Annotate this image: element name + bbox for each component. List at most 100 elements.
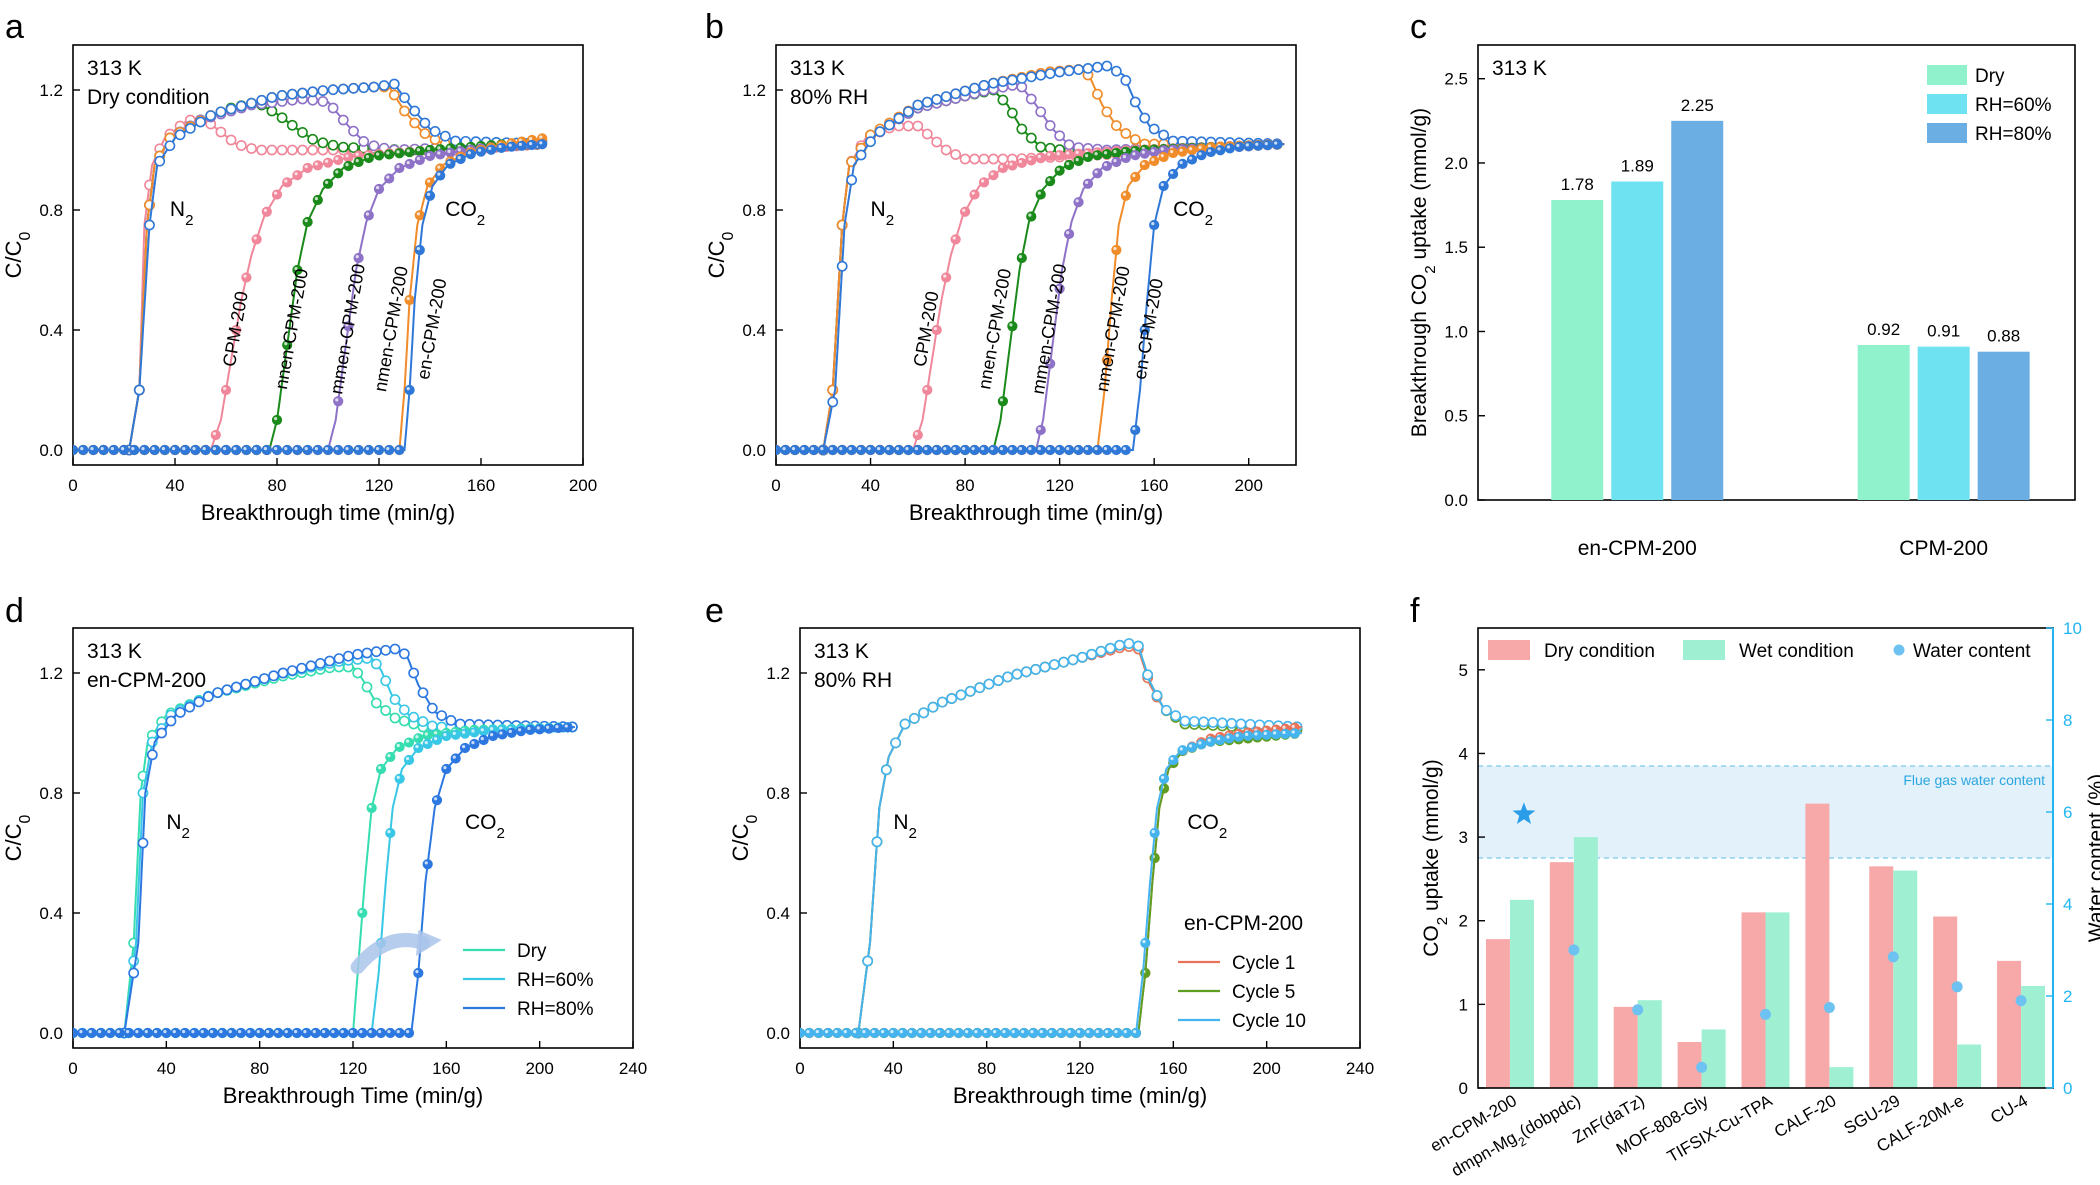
- data-point: [927, 701, 939, 713]
- data-point: [902, 120, 914, 132]
- data-point-highlight: [368, 805, 372, 809]
- data-point: [73, 444, 79, 456]
- data-point-highlight: [962, 447, 966, 451]
- data-point-highlight: [914, 432, 919, 436]
- series-group: [73, 78, 548, 456]
- data-point: [258, 673, 270, 684]
- data-point-highlight: [518, 142, 523, 146]
- data-point: [363, 210, 374, 221]
- data-point: [1224, 143, 1235, 154]
- data-point: [445, 715, 457, 726]
- data-point-highlight: [1198, 741, 1202, 745]
- data-point: [441, 763, 452, 775]
- data-point-highlight: [365, 212, 369, 216]
- data-point-highlight: [999, 165, 1004, 169]
- data-point: [1006, 74, 1018, 86]
- data-point-highlight: [322, 1030, 326, 1034]
- data-point: [1035, 189, 1046, 200]
- data-point-highlight: [275, 1030, 279, 1034]
- data-point-highlight: [386, 151, 390, 155]
- data-point-highlight: [376, 186, 380, 190]
- data-point: [276, 90, 288, 101]
- bar-dry: [1869, 866, 1894, 1088]
- data-point: [312, 160, 323, 171]
- data-point: [983, 678, 995, 690]
- data-point: [394, 773, 405, 784]
- curve-label: en-CPM-200: [413, 277, 450, 381]
- data-point: [95, 1027, 107, 1039]
- series-line-co2: [776, 143, 1285, 451]
- data-point-highlight: [233, 327, 237, 331]
- data-point: [202, 691, 214, 703]
- data-point: [1035, 69, 1047, 81]
- data-point-highlight: [1141, 327, 1145, 331]
- x-tick-label: 160: [432, 1059, 460, 1078]
- data-point: [337, 83, 349, 95]
- data-point-highlight: [437, 151, 441, 155]
- data-point: [478, 726, 489, 737]
- data-point: [366, 802, 377, 814]
- data-point: [246, 97, 257, 109]
- series-group: [800, 638, 1303, 1039]
- data-point: [184, 701, 196, 713]
- data-point: [1262, 139, 1273, 151]
- data-point-highlight: [853, 1030, 857, 1034]
- data-point-highlight: [238, 1030, 242, 1034]
- data-point: [174, 129, 186, 141]
- data-point: [921, 96, 933, 108]
- data-point-highlight: [862, 1030, 866, 1034]
- x-axis-label: Breakthrough time (min/g): [953, 1083, 1207, 1108]
- data-point-highlight: [1179, 160, 1183, 165]
- data-point-highlight: [933, 327, 937, 331]
- data-point: [302, 216, 313, 228]
- data-point: [241, 444, 252, 456]
- y-tick-label: 1.0: [1444, 322, 1468, 341]
- data-point-highlight: [406, 739, 410, 743]
- data-point-highlight: [1133, 1030, 1137, 1034]
- data-point: [445, 158, 456, 169]
- data-point: [1058, 656, 1070, 668]
- data-point-highlight: [427, 179, 431, 183]
- data-point-highlight: [345, 447, 349, 451]
- x-tick-label: 200: [569, 476, 597, 495]
- data-point: [1224, 733, 1235, 744]
- panel-letter: b: [705, 8, 724, 46]
- panel-letter: d: [5, 592, 24, 630]
- data-point-highlight: [1207, 144, 1212, 148]
- data-point-highlight: [1103, 151, 1108, 155]
- data-point-highlight: [867, 447, 871, 451]
- data-point: [1160, 704, 1172, 716]
- data-point-highlight: [345, 323, 349, 327]
- series-line-co2: [776, 143, 1285, 451]
- data-point-highlight: [1151, 222, 1155, 226]
- data-point-highlight: [416, 247, 420, 251]
- data-point-highlight: [294, 267, 298, 271]
- data-point: [1020, 666, 1032, 678]
- data-point-highlight: [1263, 731, 1267, 736]
- data-point-highlight: [359, 910, 363, 914]
- data-point-highlight: [1085, 180, 1089, 184]
- data-point: [950, 149, 962, 160]
- bar: [1857, 344, 1910, 500]
- data-point: [1101, 106, 1113, 118]
- data-point-highlight: [312, 1030, 316, 1034]
- data-point: [146, 749, 158, 761]
- data-point: [922, 444, 933, 456]
- data-point: [455, 153, 466, 165]
- y-tick-label: 1.2: [742, 81, 766, 100]
- data-point: [231, 444, 242, 456]
- data-point: [133, 1027, 144, 1039]
- data-point-highlight: [274, 191, 278, 195]
- curve-label: en-CPM-200: [1130, 277, 1167, 381]
- data-point: [142, 1027, 153, 1039]
- data-point-highlight: [1113, 247, 1117, 251]
- data-point: [1063, 149, 1075, 160]
- data-point: [893, 444, 905, 456]
- data-point-highlight: [304, 165, 308, 169]
- data-point-highlight: [406, 297, 410, 301]
- bar-value-label: 1.78: [1561, 175, 1594, 194]
- data-point: [399, 105, 410, 117]
- data-point-highlight: [437, 146, 441, 150]
- data-point: [221, 684, 233, 696]
- data-point: [865, 136, 876, 148]
